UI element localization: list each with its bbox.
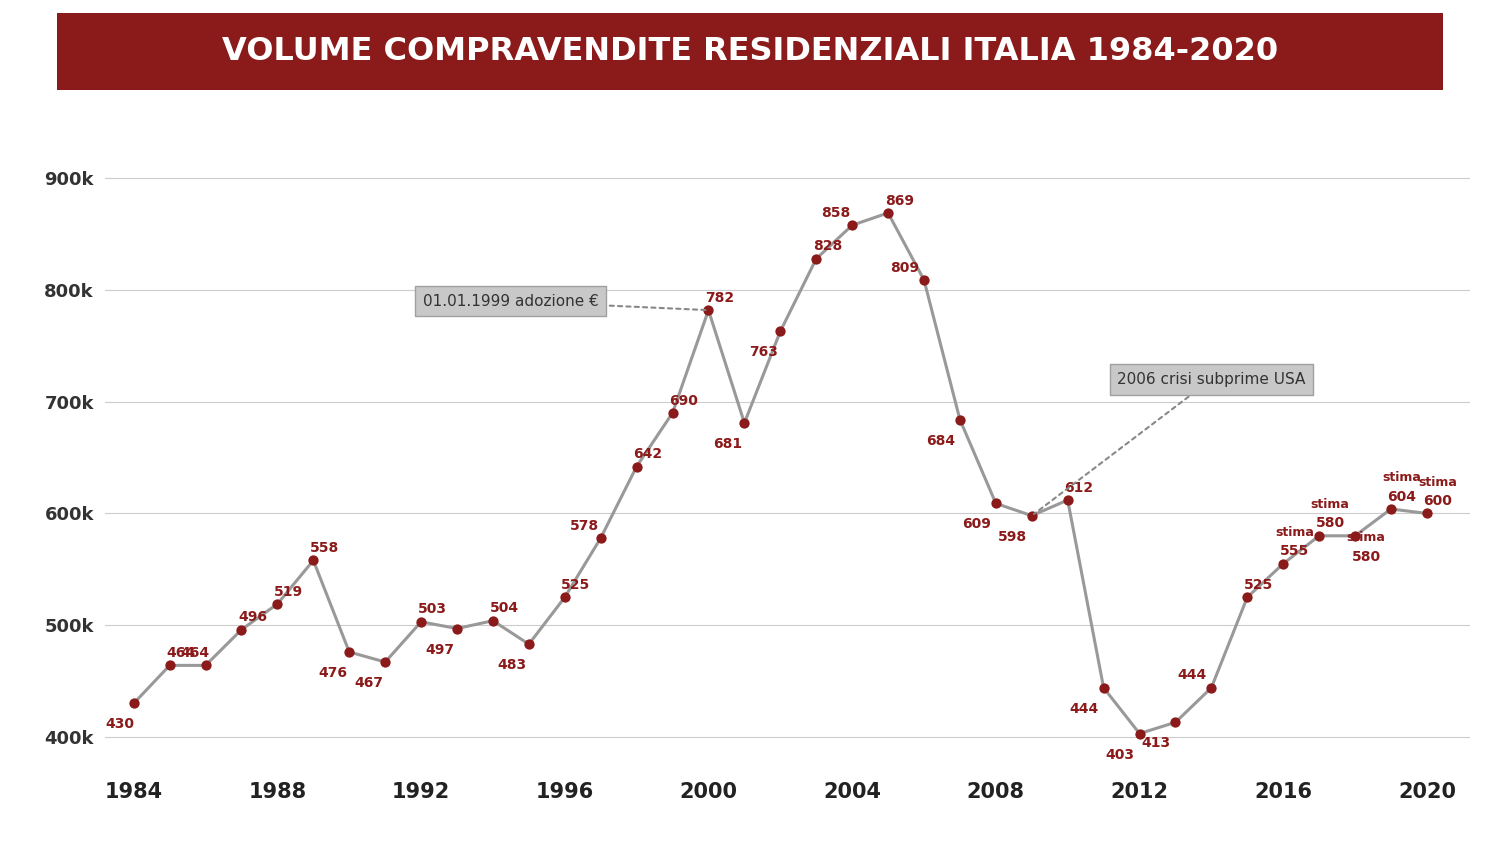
Point <box>194 658 217 672</box>
Text: 497: 497 <box>426 643 454 657</box>
Text: 828: 828 <box>813 240 842 253</box>
Text: 858: 858 <box>821 206 850 220</box>
Point <box>410 615 434 628</box>
Point <box>1236 591 1260 604</box>
Point <box>1378 502 1402 516</box>
Text: 430: 430 <box>105 717 135 731</box>
Text: stima: stima <box>1311 498 1350 511</box>
Text: 413: 413 <box>1142 736 1170 751</box>
Text: 483: 483 <box>498 658 526 672</box>
Point <box>840 218 864 232</box>
Text: 2006 crisi subprime USA: 2006 crisi subprime USA <box>1034 372 1305 514</box>
Text: stima: stima <box>1383 471 1422 484</box>
Text: 476: 476 <box>318 666 346 680</box>
Point <box>518 638 542 651</box>
Text: 684: 684 <box>926 434 956 448</box>
Point <box>804 252 828 265</box>
Point <box>1164 716 1188 729</box>
Point <box>1128 727 1152 740</box>
Point <box>696 303 720 317</box>
Point <box>1020 508 1044 522</box>
Point <box>768 324 792 338</box>
Text: 809: 809 <box>890 260 920 275</box>
Point <box>1200 681 1224 694</box>
Text: 763: 763 <box>748 345 778 360</box>
Point <box>1270 557 1294 571</box>
Text: 496: 496 <box>238 610 267 624</box>
Text: 504: 504 <box>489 602 519 615</box>
Text: 600: 600 <box>1424 494 1452 508</box>
Point <box>1342 529 1366 543</box>
Text: 580: 580 <box>1352 550 1380 564</box>
Text: 558: 558 <box>310 541 339 555</box>
Point <box>266 597 290 611</box>
Text: 604: 604 <box>1388 490 1416 503</box>
Point <box>158 658 182 672</box>
Text: 525: 525 <box>561 578 591 591</box>
Point <box>122 697 146 710</box>
Text: 01.01.1999 adozione €: 01.01.1999 adozione € <box>423 294 705 310</box>
Text: 578: 578 <box>570 519 598 532</box>
Text: 598: 598 <box>998 530 1028 544</box>
Text: 681: 681 <box>712 437 742 451</box>
Text: stima: stima <box>1419 476 1458 489</box>
Text: 555: 555 <box>1280 544 1310 558</box>
Point <box>948 413 972 426</box>
Text: 525: 525 <box>1244 578 1274 591</box>
Text: 519: 519 <box>274 585 303 598</box>
Point <box>554 591 578 604</box>
Text: 403: 403 <box>1106 747 1134 762</box>
Text: 782: 782 <box>705 291 734 305</box>
Text: 612: 612 <box>1064 481 1094 495</box>
Point <box>302 554 326 568</box>
Point <box>374 655 398 669</box>
Point <box>338 645 362 659</box>
Text: stima: stima <box>1275 526 1314 539</box>
Text: 609: 609 <box>962 517 992 532</box>
Text: 690: 690 <box>669 394 698 407</box>
Point <box>732 416 756 430</box>
Point <box>624 460 648 473</box>
Text: stima: stima <box>1347 532 1386 544</box>
Point <box>446 621 470 635</box>
Text: 503: 503 <box>417 603 447 616</box>
Text: 467: 467 <box>354 676 382 690</box>
Text: 444: 444 <box>1070 702 1100 716</box>
Text: 444: 444 <box>1178 669 1206 682</box>
Point <box>1092 681 1116 694</box>
Point <box>1306 529 1330 543</box>
Point <box>912 273 936 287</box>
Text: 580: 580 <box>1316 516 1346 531</box>
Point <box>984 496 1008 510</box>
Text: 464: 464 <box>166 646 195 660</box>
Point <box>876 206 900 220</box>
Point <box>482 614 506 627</box>
Text: 869: 869 <box>885 193 914 208</box>
Text: 642: 642 <box>633 447 663 461</box>
Point <box>588 532 612 545</box>
Point <box>1414 507 1438 520</box>
Text: 464: 464 <box>180 646 209 660</box>
Point <box>230 623 254 637</box>
Point <box>660 406 684 419</box>
Point <box>1056 493 1080 507</box>
Text: VOLUME COMPRAVENDITE RESIDENZIALI ITALIA 1984-2020: VOLUME COMPRAVENDITE RESIDENZIALI ITALIA… <box>222 36 1278 67</box>
